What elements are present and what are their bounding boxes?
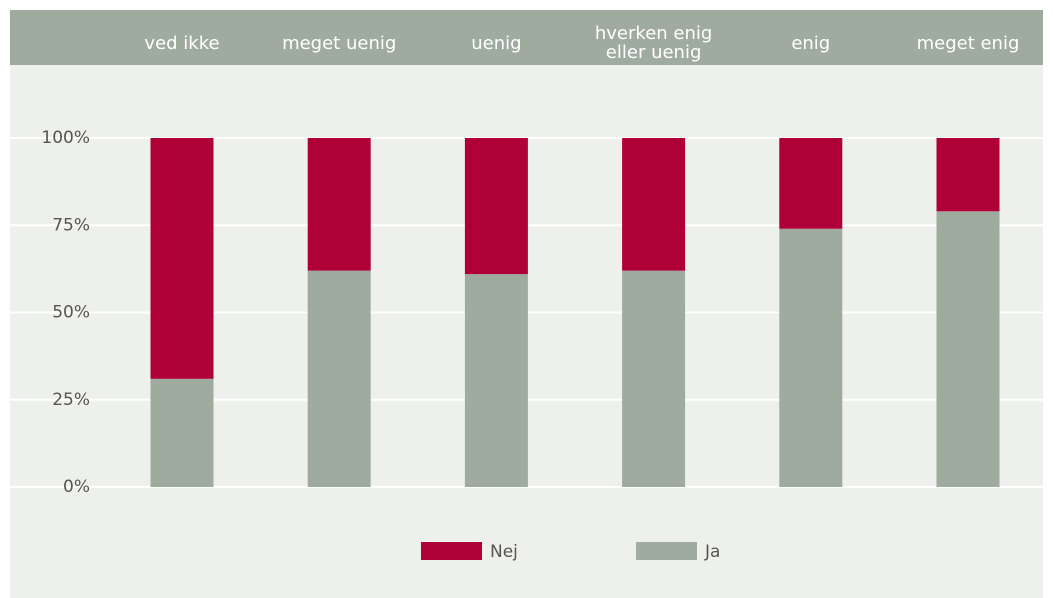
category-label: meget enig	[916, 32, 1020, 54]
y-tick-label: 100%	[41, 128, 90, 148]
legend-swatch	[421, 542, 482, 560]
y-tick-label: 50%	[52, 303, 90, 323]
bar-segment	[307, 138, 371, 271]
bar-segment	[150, 378, 214, 487]
bar-segment	[464, 274, 528, 487]
legend-swatch	[636, 542, 697, 560]
bar-segment	[622, 138, 686, 271]
bar-segment	[779, 138, 843, 229]
bar-segment	[307, 270, 371, 487]
bar-segment	[936, 138, 1000, 212]
category-label: hverken enig eller uenig	[594, 23, 713, 63]
category-label: ved ikke	[144, 32, 220, 54]
y-tick-label: 75%	[52, 215, 90, 235]
bar-segment	[622, 270, 686, 487]
header-band	[10, 10, 1043, 65]
category-label: enig	[791, 32, 831, 54]
y-tick-label: 0%	[63, 477, 90, 497]
legend-label: Ja	[704, 542, 720, 562]
category-label: uenig	[471, 32, 522, 54]
y-tick-label: 25%	[52, 390, 90, 410]
legend-label: Nej	[490, 542, 518, 562]
bar-segment	[779, 228, 843, 488]
category-label: meget uenig	[282, 32, 397, 54]
bar-segment	[150, 138, 214, 379]
bar-segment	[936, 211, 1000, 488]
bar-segment	[464, 138, 528, 275]
